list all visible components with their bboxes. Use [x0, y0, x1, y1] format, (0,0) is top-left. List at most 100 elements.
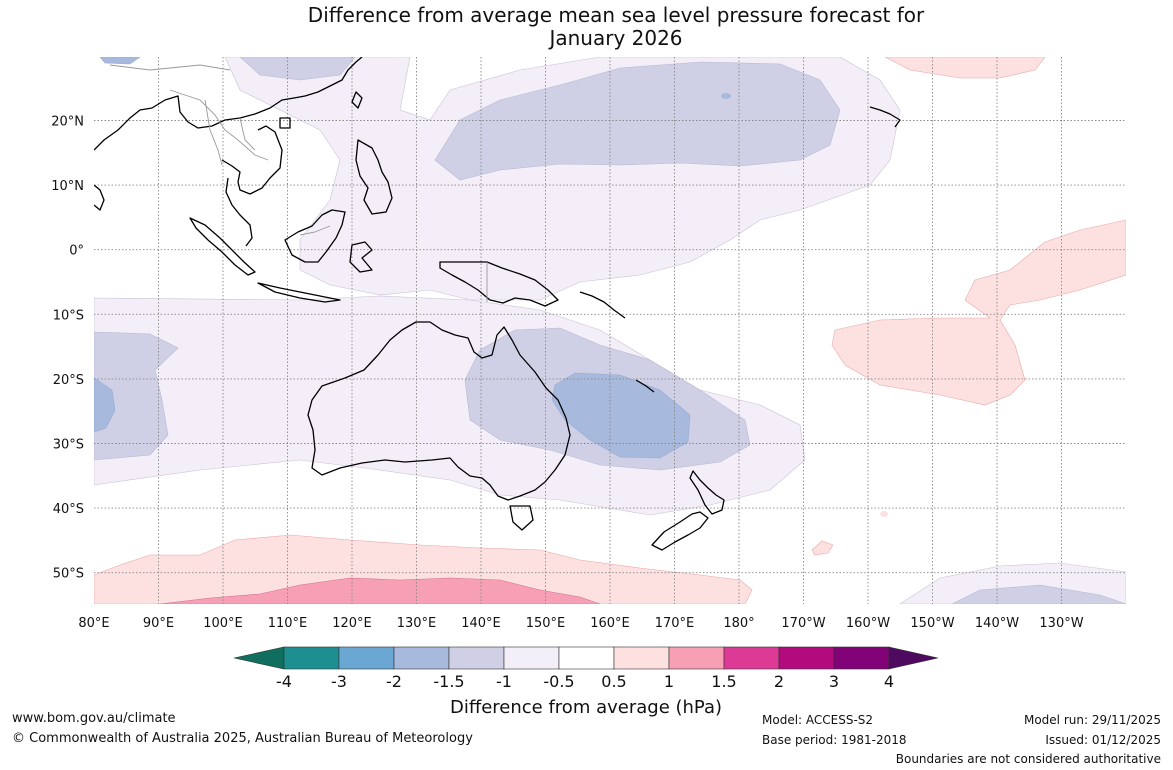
colorbar-tick-label: -2 — [386, 672, 402, 691]
asia-border-lines — [109, 64, 269, 166]
colorbar-extend-max — [888, 646, 939, 670]
latitude-label: 20°N — [51, 115, 84, 130]
moderate-negative-area-west — [94, 331, 179, 461]
colorbar-swatch — [558, 646, 615, 670]
indochina-coastline — [221, 125, 283, 195]
copyright-text: © Commonwealth of Australia 2025, Austra… — [12, 731, 473, 746]
longitude-label: 130°W — [1039, 616, 1083, 631]
map-title-line2: January 2026 — [549, 26, 683, 50]
latitude-label: 10°S — [53, 308, 84, 323]
longitude-label: 90°E — [143, 616, 174, 631]
longitude-label: 150°W — [910, 616, 954, 631]
colorbar-tick-label: -1 — [496, 672, 512, 691]
longitude-label: 100°E — [203, 616, 243, 631]
moderate-positive-area-southern-ocean — [159, 577, 601, 604]
colorbar-swatch — [393, 646, 450, 670]
longitude-label: 160°W — [846, 616, 890, 631]
strong-negative-spot — [721, 93, 731, 99]
borneo-border-line — [299, 225, 331, 236]
latitude-label: 50°S — [53, 567, 84, 582]
philippines-coastline — [355, 139, 393, 215]
base-period-text: Base period: 1981-2018 — [762, 733, 907, 747]
colorbar-extend-min — [233, 646, 285, 670]
issued-text: Issued: 01/12/2025 — [1045, 733, 1161, 747]
longitude-label: 140°E — [461, 616, 501, 631]
colorbar-tick-label: 4 — [884, 672, 894, 691]
weak-positive-area-southern-ocean — [94, 534, 753, 604]
taiwan-coastline — [351, 91, 363, 109]
colorbar-swatch — [833, 646, 890, 670]
colorbar-tick-label: -0.5 — [543, 672, 574, 691]
disclaimer-text: Boundaries are not considered authoritat… — [895, 752, 1161, 766]
longitude-labels: 80°E 90°E 100°E 110°E 120°E 130°E 140°E 150°E 16… — [78, 616, 1083, 631]
colorbar-title: Difference from average (hPa) — [450, 697, 722, 718]
weak-positive-area-north-pacific — [884, 57, 1046, 79]
borneo-coastline — [284, 209, 346, 263]
longitude-label: 80°E — [78, 616, 109, 631]
website-text: www.bom.gov.au/climate — [12, 711, 176, 726]
colorbar-swatch — [448, 646, 505, 670]
weak-positive-area-south-pacific — [831, 219, 1126, 406]
country-borders — [109, 64, 488, 302]
australia-coastline — [307, 321, 571, 501]
latitude-label: 30°S — [53, 438, 84, 453]
graticule — [94, 57, 1126, 604]
latitude-label: 40°S — [53, 502, 84, 517]
hawaii-coastline — [869, 106, 901, 128]
map-title-line1: Difference from average mean sea level p… — [307, 3, 925, 27]
longitude-label: 170°W — [781, 616, 825, 631]
colorbar-swatch — [723, 646, 780, 670]
sumatra-coastline — [189, 217, 256, 276]
longitude-label: 150°E — [526, 616, 566, 631]
asia-mainland-coastline — [94, 57, 363, 151]
moderate-negative-area-north-pacific — [434, 61, 841, 181]
sri-lanka-coastline — [94, 184, 105, 211]
colorbar-tick-labels: -4 -3 -2 -1.5 -1 -0.5 0.5 1 1.5 2 3 4 — [276, 672, 894, 691]
tasmania-coastline — [509, 505, 534, 531]
colorbar-tick-label: 1 — [664, 672, 674, 691]
colorbar-tick-label: -1.5 — [433, 672, 464, 691]
sulawesi-coastline — [349, 241, 373, 273]
colorbar-swatch — [613, 646, 670, 670]
model-run-text: Model run: 29/11/2025 — [1023, 713, 1161, 727]
strong-negative-area-north — [99, 57, 141, 65]
colorbar-swatch — [668, 646, 725, 670]
new-zealand-north-island-coastline — [689, 470, 725, 515]
longitude-label: 130°E — [397, 616, 437, 631]
strong-negative-area-tasman — [551, 372, 691, 459]
colorbar-tick-label: 3 — [829, 672, 839, 691]
weak-positive-spot-small — [880, 511, 888, 517]
latitude-label: 20°S — [53, 373, 84, 388]
colorbar-swatch — [778, 646, 835, 670]
colorbar — [233, 646, 939, 670]
longitude-label: 140°W — [975, 616, 1019, 631]
latitude-label: 0° — [69, 244, 84, 259]
solomon-islands-coastline — [579, 291, 626, 319]
weak-positive-spot-tasman — [811, 540, 834, 556]
model-text: Model: ACCESS-S2 — [762, 713, 874, 727]
colorbar-swatch — [283, 646, 340, 670]
colorbar-tick-label: -4 — [276, 672, 292, 691]
colorbar-swatch — [503, 646, 560, 670]
anomaly-fields — [94, 57, 1126, 604]
colorbar-tick-label: 2 — [774, 672, 784, 691]
colorbar-tick-label: -3 — [331, 672, 347, 691]
longitude-label: 160°E — [590, 616, 630, 631]
map-title: Difference from average mean sea level p… — [0, 4, 1173, 50]
malay-peninsula-coastline — [225, 177, 253, 247]
longitude-label: 120°E — [332, 616, 372, 631]
longitude-label: 180° — [723, 616, 754, 631]
new-caledonia-coastline — [635, 379, 655, 393]
moderate-negative-area-south — [951, 584, 1126, 604]
moderate-negative-area-north-edge — [239, 57, 356, 81]
latitude-labels: 20°N 10°N 0° 10°S 20°S 30°S 40°S 50°S — [51, 115, 84, 582]
colorbar-tick-label: 0.5 — [601, 672, 626, 691]
colorbar-tick-label: 1.5 — [711, 672, 736, 691]
strong-negative-area-west — [94, 377, 116, 433]
new-zealand-south-island-coastline — [651, 511, 709, 551]
colorbar-swatch — [338, 646, 395, 670]
longitude-label: 170°E — [655, 616, 695, 631]
hainan-coastline — [279, 117, 291, 129]
latitude-label: 10°N — [51, 179, 84, 194]
